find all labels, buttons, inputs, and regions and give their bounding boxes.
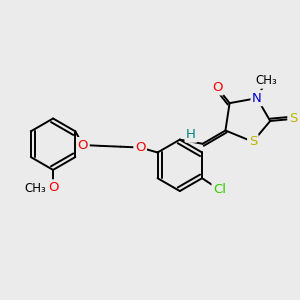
Text: N: N xyxy=(252,92,262,105)
Text: Cl: Cl xyxy=(213,183,226,196)
Text: O: O xyxy=(48,181,58,194)
Text: O: O xyxy=(212,81,222,94)
Text: H: H xyxy=(186,128,196,141)
Text: S: S xyxy=(249,135,257,148)
Text: O: O xyxy=(78,139,88,152)
Text: CH₃: CH₃ xyxy=(255,74,277,87)
Text: CH₃: CH₃ xyxy=(25,182,46,195)
Text: O: O xyxy=(135,141,146,154)
Text: S: S xyxy=(289,112,297,125)
